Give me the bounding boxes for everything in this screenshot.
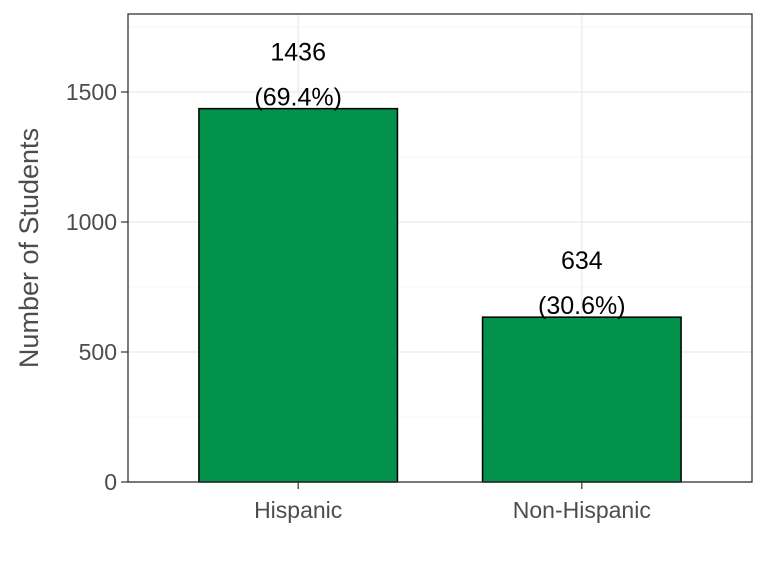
y-tick-label: 0: [104, 469, 117, 495]
y-tick-label: 1500: [66, 79, 117, 105]
y-tick-label: 1000: [66, 209, 117, 235]
data-label-percent: (69.4%): [254, 84, 342, 112]
bars: [198, 107, 682, 483]
x-tick-label: Hispanic: [254, 497, 342, 523]
x-tick-label: Non-Hispanic: [513, 497, 651, 523]
panel-border: [127, 13, 753, 483]
data-label-percent: (30.6%): [538, 292, 626, 320]
x-axis: Hispanic Non-Hispanic: [254, 482, 651, 523]
y-axis: 0 500 1000 1500: [66, 79, 128, 495]
y-tick-label: 500: [79, 339, 117, 365]
bar-non-hispanic: [481, 316, 682, 483]
data-label-count: 634: [561, 247, 603, 275]
data-label-count: 1436: [270, 39, 326, 67]
data-labels: 1436 (69.4%) 634 (30.6%): [254, 39, 625, 321]
bar-hispanic: [198, 107, 399, 483]
y-axis-title: Number of Students: [14, 128, 44, 368]
